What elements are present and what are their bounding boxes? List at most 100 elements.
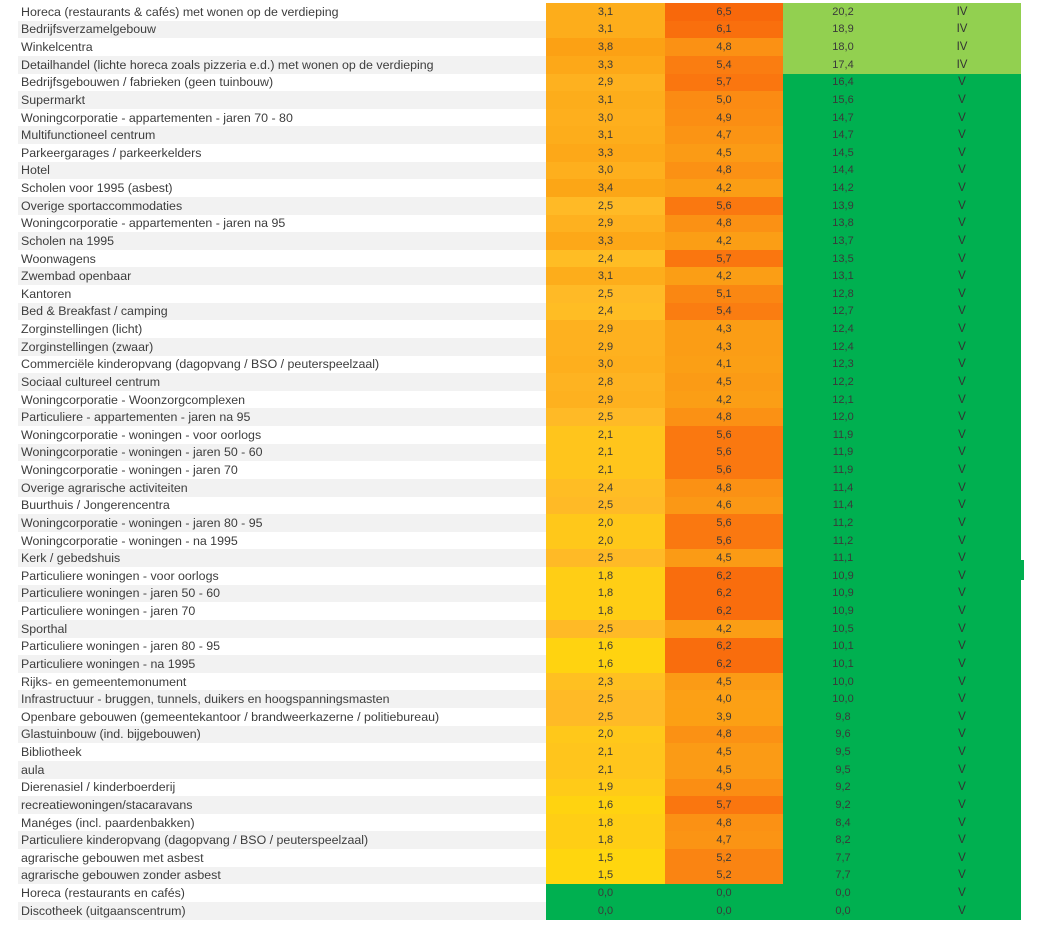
- value-cell-3[interactable]: 17,4: [783, 55, 903, 74]
- value-cell-2[interactable]: 4,5: [665, 760, 783, 779]
- value-cell-2[interactable]: 0,0: [665, 901, 783, 920]
- row-label[interactable]: Particuliere woningen - voor oorlogs: [21, 568, 219, 583]
- value-cell-3[interactable]: 10,9: [783, 584, 903, 603]
- row-label[interactable]: Supermarkt: [0, 91, 546, 109]
- row-label[interactable]: Particuliere woningen - na 1995: [0, 655, 546, 673]
- row-label[interactable]: Sociaal cultureel centrum: [0, 373, 546, 391]
- value-cell-3[interactable]: 11,9: [783, 443, 903, 462]
- value-cell-1[interactable]: 3,4: [546, 179, 665, 197]
- value-cell-1[interactable]: 2,1: [546, 743, 665, 761]
- value-cell-3[interactable]: 16,4: [783, 73, 903, 92]
- row-label[interactable]: Particuliere - appartementen - jaren na …: [0, 408, 546, 426]
- value-cell-1[interactable]: 2,1: [546, 760, 665, 779]
- value-cell-2[interactable]: 4,9: [665, 108, 783, 127]
- value-cell-3[interactable]: 14,7: [783, 126, 903, 144]
- class-cell[interactable]: V: [903, 232, 1021, 250]
- value-cell-2[interactable]: 4,9: [665, 778, 783, 797]
- value-cell-2[interactable]: 5,4: [665, 302, 783, 321]
- class-cell[interactable]: V: [903, 390, 1021, 409]
- value-cell-2[interactable]: 6,2: [665, 655, 783, 673]
- value-cell-3[interactable]: 10,0: [783, 690, 903, 708]
- row-label[interactable]: Particuliere kinderopvang (dagopvang / B…: [0, 831, 546, 849]
- class-cell[interactable]: V: [903, 355, 1021, 374]
- class-cell[interactable]: V: [903, 249, 1021, 268]
- value-cell-2[interactable]: 4,2: [665, 267, 783, 285]
- value-cell-1[interactable]: 2,5: [546, 196, 665, 215]
- class-cell[interactable]: IV: [903, 3, 1021, 21]
- row-label[interactable]: Scholen na 1995: [0, 232, 546, 250]
- value-cell-3[interactable]: 12,4: [783, 337, 903, 356]
- row-label[interactable]: Hotel: [0, 161, 546, 180]
- class-cell[interactable]: V: [903, 866, 1021, 885]
- value-cell-2[interactable]: 4,2: [665, 179, 783, 197]
- row-label[interactable]: Manéges (incl. paardenbakken): [21, 815, 195, 830]
- value-cell-2[interactable]: 5,2: [665, 849, 783, 867]
- row-label[interactable]: Bedrijfsverzamelgebouw: [0, 20, 546, 39]
- row-label[interactable]: Overige agrarische activiteiten: [0, 478, 546, 497]
- class-cell[interactable]: V: [903, 796, 1021, 814]
- row-label[interactable]: Woningcorporatie - appartementen - jaren…: [21, 110, 293, 125]
- row-label[interactable]: Commerciële kinderopvang (dagopvang / BS…: [21, 357, 380, 372]
- value-cell-2[interactable]: 4,7: [665, 126, 783, 144]
- value-cell-1[interactable]: 2,3: [546, 672, 665, 691]
- class-cell[interactable]: V: [903, 655, 1021, 673]
- value-cell-1[interactable]: 1,9: [546, 778, 665, 797]
- value-cell-3[interactable]: 9,8: [783, 708, 903, 726]
- class-cell[interactable]: V: [903, 161, 1021, 180]
- value-cell-2[interactable]: 5,6: [665, 196, 783, 215]
- value-cell-3[interactable]: 10,5: [783, 619, 903, 638]
- value-cell-2[interactable]: 5,1: [665, 285, 783, 303]
- class-cell[interactable]: V: [903, 461, 1021, 479]
- value-cell-2[interactable]: 4,7: [665, 831, 783, 849]
- value-cell-1[interactable]: 2,4: [546, 302, 665, 321]
- value-cell-2[interactable]: 4,8: [665, 725, 783, 744]
- class-cell[interactable]: V: [903, 549, 1021, 567]
- value-cell-2[interactable]: 4,5: [665, 144, 783, 162]
- value-cell-2[interactable]: 4,8: [665, 478, 783, 497]
- row-label[interactable]: Rijks- en gemeentemonument: [21, 674, 187, 689]
- value-cell-3[interactable]: 8,4: [783, 813, 903, 832]
- class-cell[interactable]: V: [903, 337, 1021, 356]
- class-cell[interactable]: V: [903, 496, 1021, 515]
- value-cell-3[interactable]: 0,0: [783, 884, 903, 902]
- row-label[interactable]: Woningcorporatie - appartementen - jaren…: [21, 216, 286, 231]
- value-cell-3[interactable]: 12,3: [783, 355, 903, 374]
- value-cell-1[interactable]: 2,9: [546, 214, 665, 233]
- value-cell-2[interactable]: 6,2: [665, 637, 783, 656]
- value-cell-1[interactable]: 1,8: [546, 813, 665, 832]
- row-label[interactable]: Sporthal: [0, 619, 546, 638]
- class-cell[interactable]: V: [903, 884, 1021, 902]
- value-cell-3[interactable]: 10,0: [783, 672, 903, 691]
- value-cell-2[interactable]: 4,8: [665, 813, 783, 832]
- value-cell-2[interactable]: 4,3: [665, 337, 783, 356]
- value-cell-1[interactable]: 2,1: [546, 426, 665, 444]
- value-cell-1[interactable]: 3,3: [546, 232, 665, 250]
- class-cell[interactable]: V: [903, 778, 1021, 797]
- row-label[interactable]: Particuliere woningen - jaren 50 - 60: [0, 584, 546, 603]
- value-cell-2[interactable]: 0,0: [665, 884, 783, 902]
- value-cell-1[interactable]: 2,5: [546, 408, 665, 426]
- value-cell-1[interactable]: 0,0: [546, 884, 665, 902]
- value-cell-3[interactable]: 11,4: [783, 478, 903, 497]
- value-cell-3[interactable]: 9,5: [783, 760, 903, 779]
- value-cell-1[interactable]: 2,5: [546, 496, 665, 515]
- value-cell-2[interactable]: 6,2: [665, 567, 783, 585]
- value-cell-3[interactable]: 18,9: [783, 20, 903, 39]
- value-cell-2[interactable]: 4,2: [665, 619, 783, 638]
- value-cell-3[interactable]: 11,1: [783, 549, 903, 567]
- value-cell-3[interactable]: 13,1: [783, 267, 903, 285]
- value-cell-1[interactable]: 2,1: [546, 443, 665, 462]
- value-cell-2[interactable]: 5,6: [665, 531, 783, 550]
- row-label[interactable]: recreatiewoningen/stacaravans: [0, 796, 546, 814]
- value-cell-3[interactable]: 11,2: [783, 531, 903, 550]
- row-label[interactable]: Woonwagens: [21, 251, 96, 266]
- value-cell-2[interactable]: 3,9: [665, 708, 783, 726]
- value-cell-3[interactable]: 14,7: [783, 108, 903, 127]
- value-cell-2[interactable]: 5,4: [665, 55, 783, 74]
- row-label[interactable]: Detailhandel (lichte horeca zoals pizzer…: [0, 55, 546, 74]
- class-cell[interactable]: V: [903, 302, 1021, 321]
- value-cell-2[interactable]: 4,2: [665, 232, 783, 250]
- value-cell-3[interactable]: 13,5: [783, 249, 903, 268]
- class-cell[interactable]: V: [903, 426, 1021, 444]
- class-cell[interactable]: V: [903, 196, 1021, 215]
